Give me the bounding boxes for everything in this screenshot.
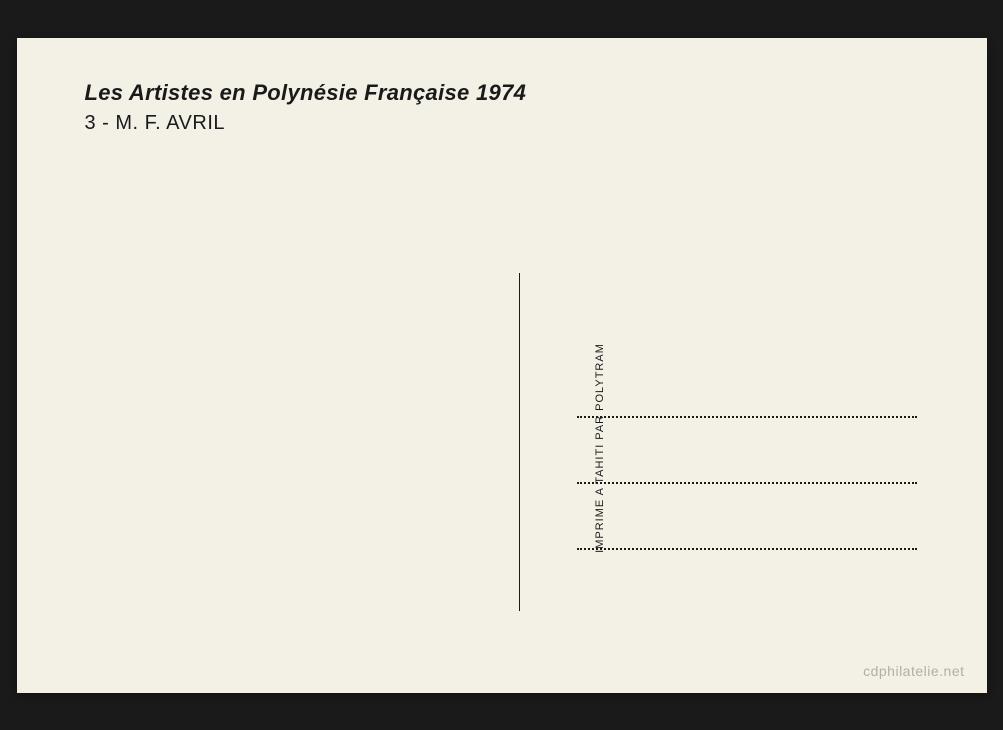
address-line: [577, 482, 917, 484]
postcard-header: Les Artistes en Polynésie Française 1974…: [85, 80, 527, 135]
series-title: Les Artistes en Polynésie Française 1974: [85, 80, 527, 106]
address-line: [577, 548, 917, 550]
postcard-back: Les Artistes en Polynésie Française 1974…: [17, 38, 987, 693]
card-subtitle: 3 - M. F. AVRIL: [85, 112, 527, 135]
address-area: [577, 416, 917, 614]
address-line: [577, 416, 917, 418]
watermark-text: cdphilatelie.net: [863, 663, 964, 679]
center-divider: [519, 273, 521, 611]
